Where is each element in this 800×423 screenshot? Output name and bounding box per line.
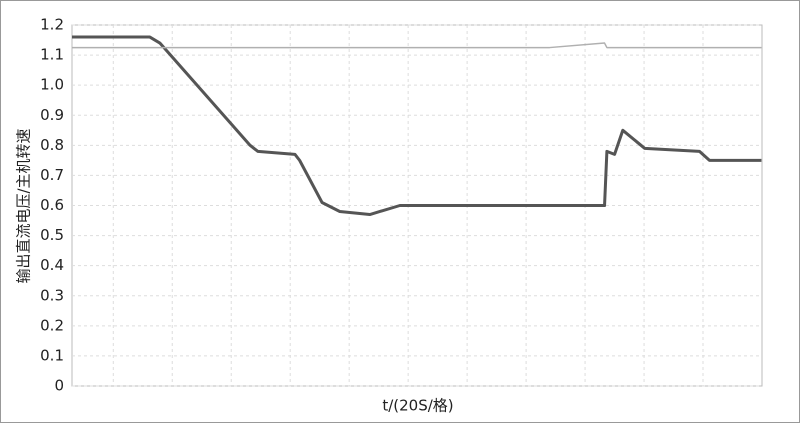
series-line [72,42,762,49]
y-tick-label: 0 [54,377,64,395]
y-tick-label: 0.5 [40,226,64,244]
y-tick-label: 0.8 [40,136,64,154]
y-tick-label: 0.2 [40,316,64,334]
y-tick-label: 0.1 [40,346,64,364]
y-axis-label: 输出直流电压/主机转速 [15,128,33,283]
y-tick-label: 1.1 [40,46,64,64]
y-tick-label: 0.3 [40,286,64,304]
y-tick-label: 0.7 [40,166,64,184]
series-line [72,35,762,217]
y-tick-label: 0.9 [40,106,64,124]
x-axis-label: t/(20S/格) [382,397,453,415]
y-tick-label: 0.6 [40,196,64,214]
y-tick-label: 1.2 [40,16,64,34]
y-tick-label: 1.0 [40,76,64,94]
y-tick-label: 0.4 [40,256,64,274]
